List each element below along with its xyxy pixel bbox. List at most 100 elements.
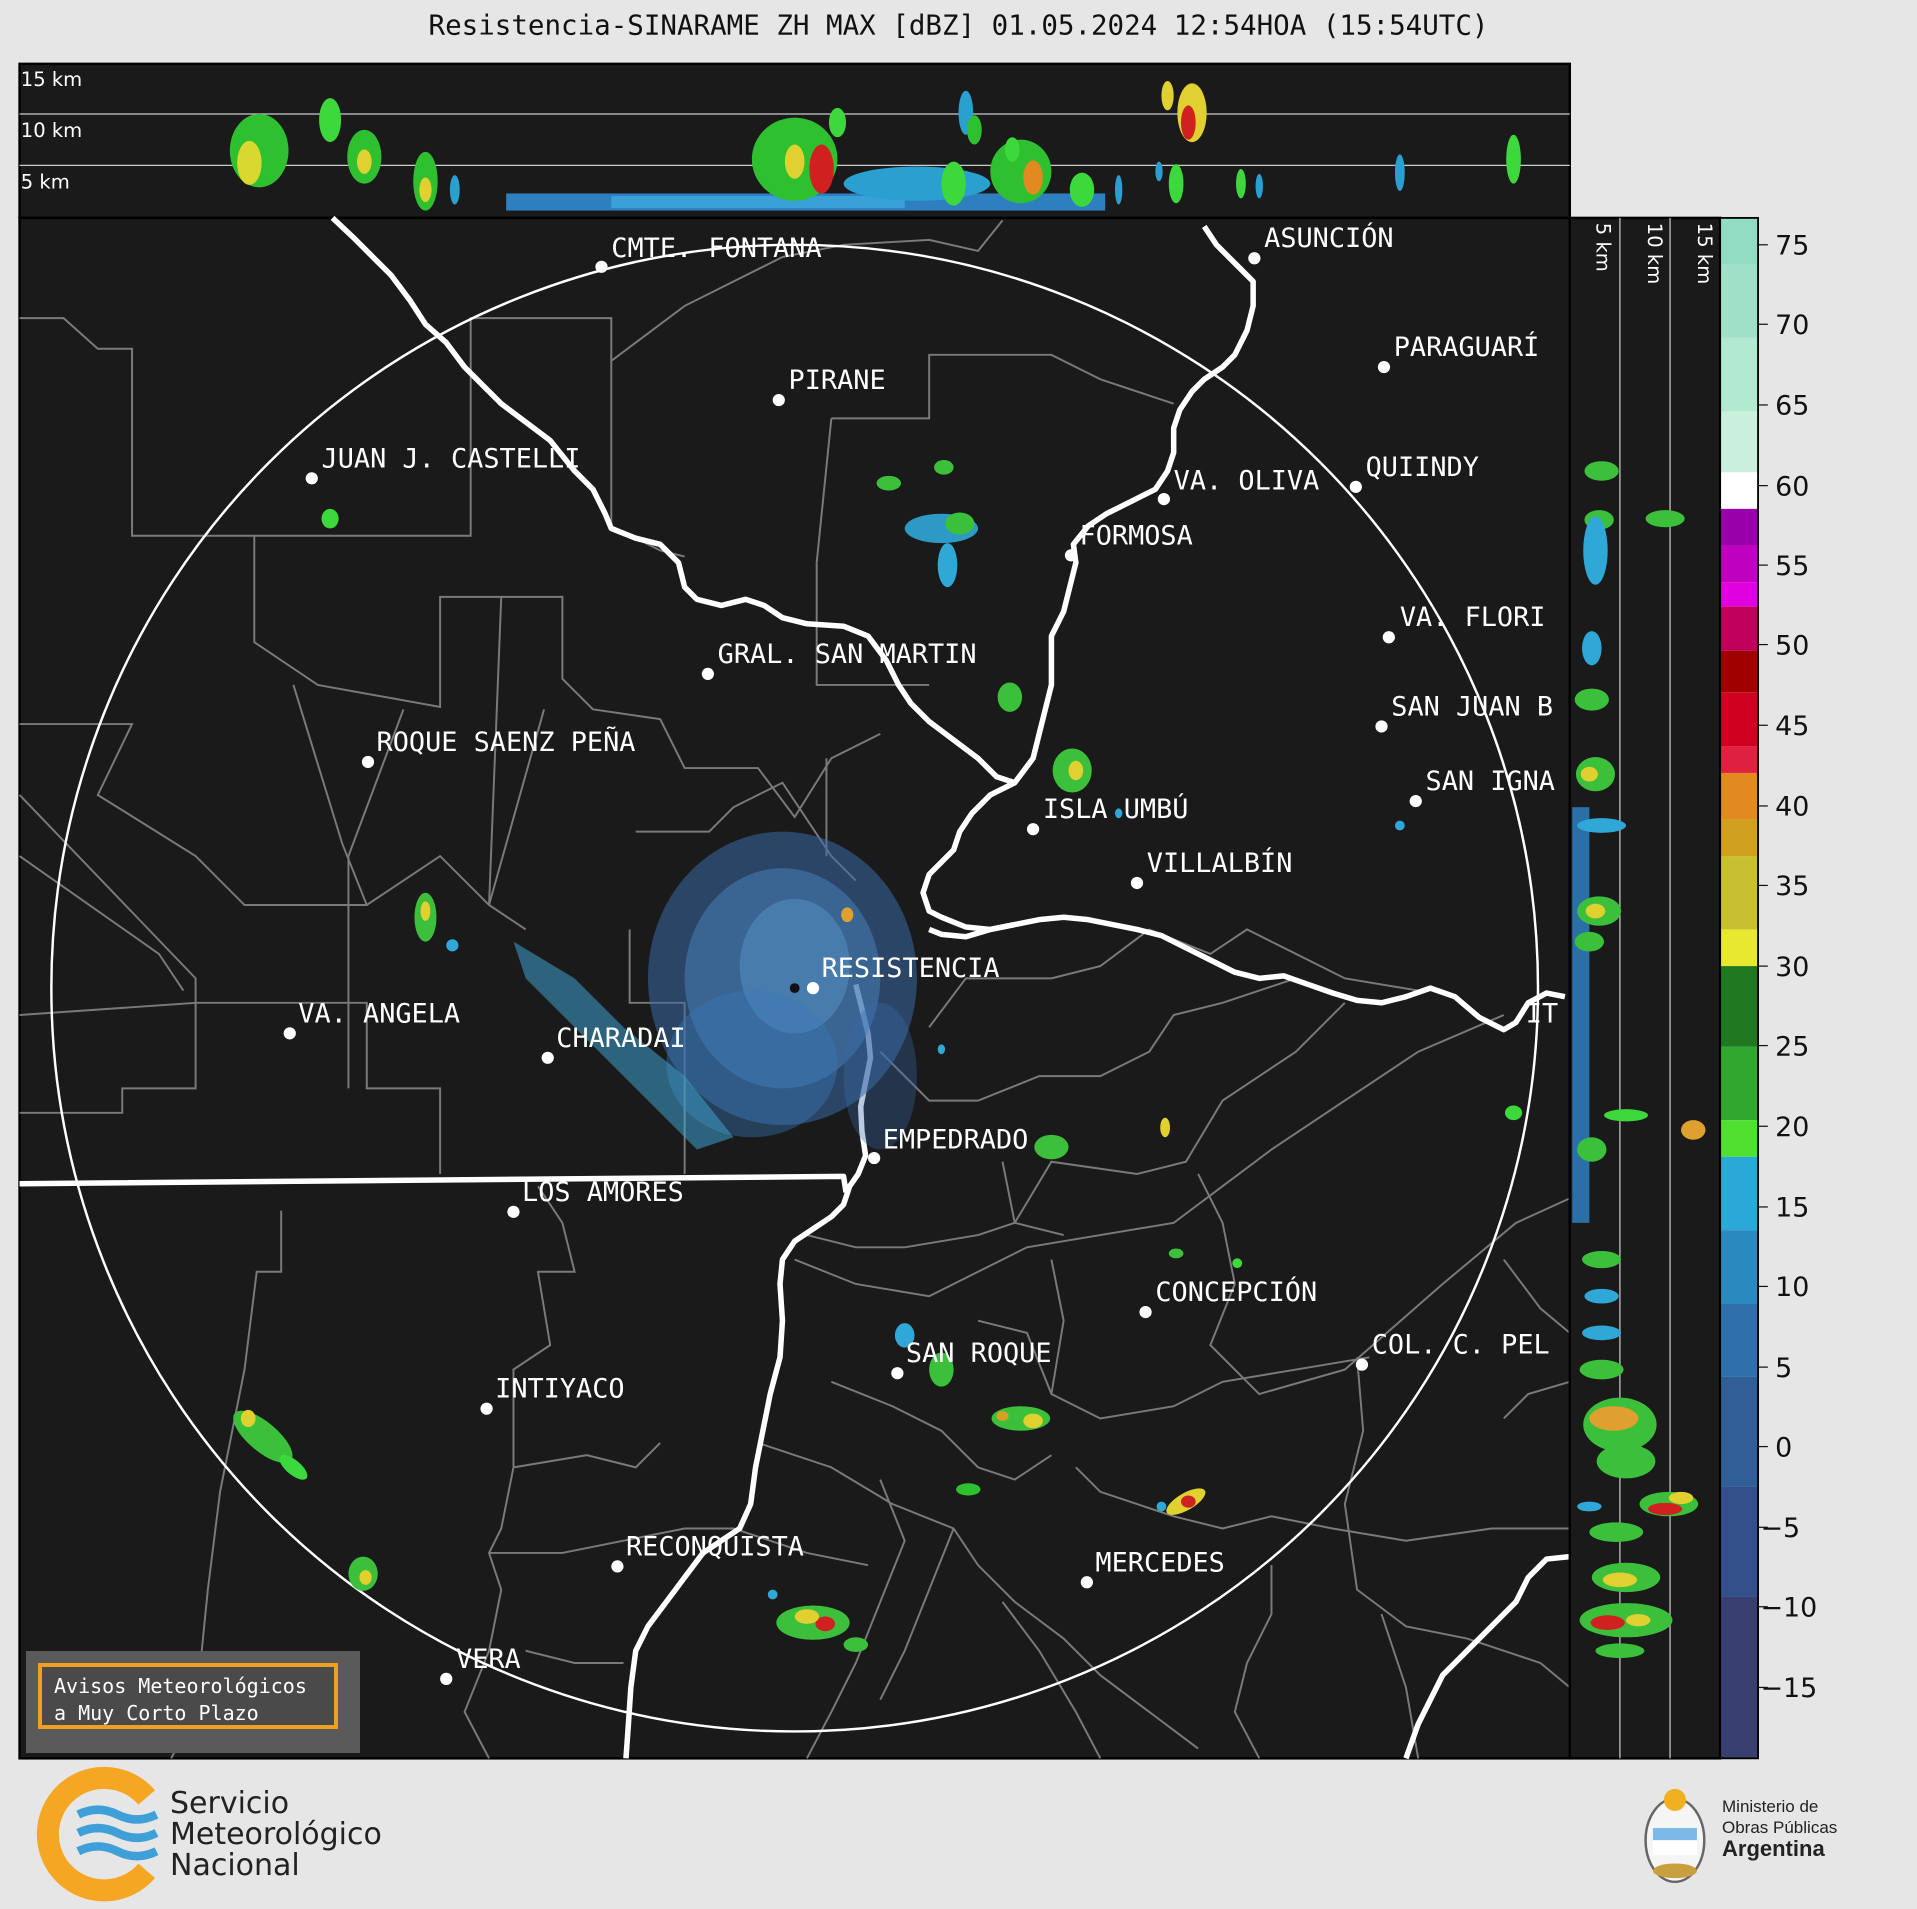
city-label: ISLA UMBÚ <box>1043 793 1189 825</box>
smn-line-1: Servicio <box>170 1786 290 1821</box>
city-label: ASUNCIÓN <box>1264 222 1393 254</box>
city-label: SAN JUAN B <box>1391 691 1553 722</box>
side-profile-echoes <box>1572 461 1706 1659</box>
city-dot <box>1064 549 1078 562</box>
side-label-10km: 10 km <box>1643 223 1666 284</box>
city-dot <box>701 667 714 681</box>
top-profile-panel: 15 km 10 km 5 km <box>18 62 1572 220</box>
ministry-line-2: Obras Públicas <box>1722 1818 1838 1837</box>
city-label: FORMOSA <box>1080 520 1193 551</box>
city-label: IT <box>1526 998 1558 1029</box>
colorbar-tick-label: 60 <box>1775 471 1809 502</box>
colorbar-tick-label: −15 <box>1761 1673 1818 1704</box>
smn-line-2: Meteorológico <box>170 1817 382 1852</box>
city-dot <box>541 1051 554 1064</box>
colorbar-tick-label: 5 <box>1775 1353 1792 1384</box>
smn-logo-text: Servicio Meteorológico Nacional <box>170 1788 382 1881</box>
range-ring <box>50 243 1540 1733</box>
colorbar-tick-label: 50 <box>1775 630 1809 661</box>
colorbar-tick-label: −5 <box>1761 1513 1801 1544</box>
side-label-5km: 5 km <box>1592 223 1615 272</box>
city-dot <box>806 982 820 995</box>
city-dot <box>1375 720 1388 733</box>
city-dot <box>1139 1305 1152 1319</box>
radar-clutter <box>513 831 917 1150</box>
city-dot <box>595 260 608 273</box>
city-dot <box>772 393 785 407</box>
city-label: LOS AMORES <box>522 1177 684 1208</box>
city-dot <box>1157 492 1171 506</box>
top-label-5km: 5 km <box>21 171 70 194</box>
colorbar-tick-label: 35 <box>1775 871 1809 902</box>
city-labels: CMTE. FONTANA ASUNCIÓN PARAGUARÍ PIRANE … <box>283 222 1558 1685</box>
city-label: RECONQUISTA <box>626 1531 804 1562</box>
city-dot <box>1080 1576 1093 1589</box>
city-label: CHARADAI <box>556 1023 685 1054</box>
city-label: SAN ROQUE <box>906 1338 1052 1369</box>
city-label: PIRANE <box>789 365 886 396</box>
city-dot <box>1130 876 1144 890</box>
warning-line-1: Avisos Meteorológicos <box>54 1674 307 1698</box>
colorbar-tick-label: 75 <box>1775 231 1809 262</box>
city-label: GRAL. SAN MARTIN <box>718 639 977 670</box>
warning-link-box[interactable]: Avisos Meteorológicos a Muy Corto Plazo <box>38 1663 338 1729</box>
city-dot <box>507 1205 520 1218</box>
city-dot <box>891 1367 904 1380</box>
colorbar-tick-label: 20 <box>1775 1112 1809 1143</box>
top-label-15km: 15 km <box>21 68 82 91</box>
city-label: VERA <box>456 1644 521 1675</box>
city-dot <box>611 1560 624 1573</box>
radar-site-marker <box>789 983 800 994</box>
city-dot <box>361 755 375 769</box>
city-label: INTIYACO <box>495 1374 624 1405</box>
colorbar-tick-label: 65 <box>1775 391 1809 422</box>
city-dot <box>1248 252 1261 265</box>
precipitation-echoes <box>233 459 1523 1652</box>
colorbar-tick-label: 45 <box>1775 711 1809 742</box>
side-label-15km: 15 km <box>1693 223 1716 284</box>
colorbar-tick-label: 25 <box>1775 1031 1809 1062</box>
city-label: VA. ANGELA <box>298 998 460 1029</box>
map-panel: CMTE. FONTANA ASUNCIÓN PARAGUARÍ PIRANE … <box>18 215 1572 1760</box>
top-label-10km: 10 km <box>21 119 82 142</box>
city-label: EMPEDRADO <box>883 1124 1029 1155</box>
city-label: CONCEPCIÓN <box>1155 1276 1317 1308</box>
city-label: JUAN J. CASTELLI <box>322 443 581 474</box>
colorbar-tick-label: 70 <box>1775 310 1809 341</box>
colorbar-tick-label: 30 <box>1775 952 1809 983</box>
city-dot <box>1026 823 1040 836</box>
city-dot <box>1377 360 1391 374</box>
city-label: VILLALBÍN <box>1147 847 1293 879</box>
colorbar: 75 70 65 60 55 50 45 40 35 30 25 20 15 1… <box>1719 216 1818 1760</box>
city-dot <box>1382 631 1395 644</box>
colorbar-tick-label: −10 <box>1761 1593 1818 1624</box>
city-label: PARAGUARÍ <box>1394 331 1540 363</box>
side-profile-panel: 5 km 10 km 15 km <box>1568 216 1722 1760</box>
city-label: MERCEDES <box>1095 1547 1224 1578</box>
colorbar-tick-label: 0 <box>1775 1432 1792 1463</box>
colorbar-tick-label: 15 <box>1775 1193 1809 1224</box>
city-label: QUIINDY <box>1366 452 1479 483</box>
city-dot <box>440 1672 453 1685</box>
city-label: VA. OLIVA <box>1174 465 1320 496</box>
city-dot <box>1355 1358 1369 1371</box>
admin-boundaries <box>18 219 1571 1759</box>
colorbar-tick-label: 10 <box>1775 1272 1809 1303</box>
national-borders <box>19 215 1571 1760</box>
smn-line-3: Nacional <box>170 1848 300 1883</box>
ministry-text: Ministerio de Obras Públicas Argentina <box>1722 1796 1838 1861</box>
city-label: SAN IGNA <box>1426 766 1555 797</box>
ministry-line-3: Argentina <box>1722 1836 1825 1861</box>
warning-line-2: a Muy Corto Plazo <box>54 1701 259 1725</box>
colorbar-ticks: 75 70 65 60 55 50 45 40 35 30 25 20 15 1… <box>1758 231 1818 1704</box>
city-label: COL. C. PEL <box>1372 1330 1550 1361</box>
page-title: Resistencia-SINARAME ZH MAX [dBZ] 01.05.… <box>428 10 1489 42</box>
colorbar-tick-label: 40 <box>1775 792 1809 823</box>
city-dot <box>283 1027 296 1040</box>
city-dot <box>305 472 318 485</box>
city-label: VA. FLORI <box>1400 602 1546 633</box>
ministry-line-1: Ministerio de <box>1722 1797 1819 1816</box>
top-profile-echoes <box>229 80 1521 211</box>
city-dot <box>868 1151 881 1165</box>
